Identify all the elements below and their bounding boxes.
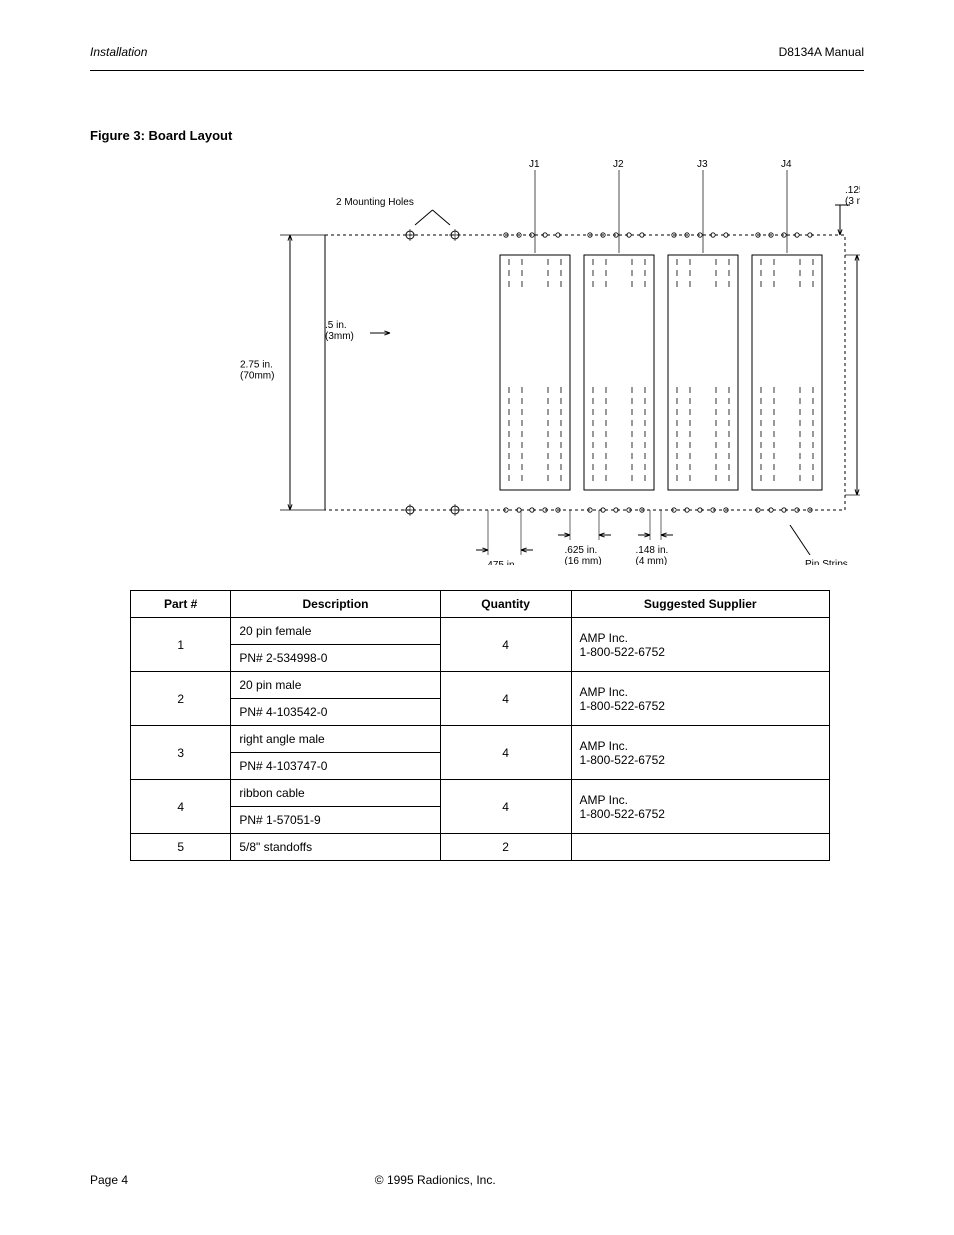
- svg-text:(4 mm): (4 mm): [636, 556, 668, 565]
- footer: Page 4 © 1995 Radionics, Inc.: [90, 1173, 496, 1187]
- header-right: D8134A Manual: [779, 45, 864, 59]
- cell-desc: PN# 2-534998-0: [231, 645, 440, 672]
- svg-text:J3: J3: [697, 159, 708, 170]
- cell-sup: AMP Inc. 1-800-522-6752: [571, 618, 829, 672]
- table-row: 55/8" standoffs2: [131, 834, 830, 861]
- svg-text:(70mm): (70mm): [240, 371, 274, 382]
- col-part: Part #: [131, 591, 231, 618]
- svg-text:.475 in.: .475 in.: [485, 560, 518, 565]
- table-row: 120 pin female4AMP Inc. 1-800-522-6752: [131, 618, 830, 645]
- cell-sup: AMP Inc. 1-800-522-6752: [571, 726, 829, 780]
- svg-text:.125 in.: .125 in.: [845, 185, 860, 196]
- table-row: 220 pin male4AMP Inc. 1-800-522-6752: [131, 672, 830, 699]
- cell-qty: 4: [440, 726, 571, 780]
- svg-text:J4: J4: [781, 159, 792, 170]
- svg-text:J2: J2: [613, 159, 624, 170]
- figure-title: Figure 3: Board Layout: [90, 128, 232, 143]
- svg-text:2 Mounting Holes: 2 Mounting Holes: [336, 197, 414, 208]
- svg-text:J1: J1: [529, 159, 540, 170]
- page-number: Page 4: [90, 1173, 128, 1187]
- table-header-row: Part # Description Quantity Suggested Su…: [131, 591, 830, 618]
- svg-text:Pin Strips: Pin Strips: [805, 559, 848, 565]
- cell-desc: 5/8" standoffs: [231, 834, 440, 861]
- svg-text:(16 mm): (16 mm): [565, 556, 602, 565]
- cell-qty: 2: [440, 834, 571, 861]
- table-row: 4ribbon cable4AMP Inc. 1-800-522-6752: [131, 780, 830, 807]
- header-rule: [90, 70, 864, 71]
- cell-sup: AMP Inc. 1-800-522-6752: [571, 780, 829, 834]
- svg-text:2.75 in.: 2.75 in.: [240, 360, 273, 371]
- cell-sup: [571, 834, 829, 861]
- cell-sup: AMP Inc. 1-800-522-6752: [571, 672, 829, 726]
- cell-qty: 4: [440, 618, 571, 672]
- cell-qty: 4: [440, 672, 571, 726]
- board-diagram: 2.75 in.(70mm) .5 in.(3mm) .125 in.(3 mm) J…: [90, 155, 860, 565]
- cell-desc: 20 pin female: [231, 618, 440, 645]
- svg-text:(3mm): (3mm): [325, 331, 354, 342]
- parts-table: Part # Description Quantity Suggested Su…: [130, 590, 830, 861]
- cell-part: 5: [131, 834, 231, 861]
- copyright: © 1995 Radionics, Inc.: [375, 1173, 496, 1187]
- cell-desc: PN# 4-103747-0: [231, 753, 440, 780]
- cell-desc: PN# 1-57051-9: [231, 807, 440, 834]
- svg-text:(3 mm): (3 mm): [845, 196, 860, 207]
- cell-desc: ribbon cable: [231, 780, 440, 807]
- cell-qty: 4: [440, 780, 571, 834]
- cell-desc: 20 pin male: [231, 672, 440, 699]
- col-desc: Description: [231, 591, 440, 618]
- col-qty: Quantity: [440, 591, 571, 618]
- page-root: Installation D8134A Manual Figure 3: Boa…: [0, 0, 954, 1235]
- svg-text:.625 in.: .625 in.: [565, 545, 598, 556]
- svg-text:.5 in.: .5 in.: [325, 320, 347, 331]
- header-left: Installation: [90, 45, 147, 59]
- cell-desc: right angle male: [231, 726, 440, 753]
- page-header: Installation D8134A Manual: [90, 45, 864, 59]
- cell-part: 2: [131, 672, 231, 726]
- table-row: 3right angle male4AMP Inc. 1-800-522-675…: [131, 726, 830, 753]
- cell-part: 4: [131, 780, 231, 834]
- cell-part: 1: [131, 618, 231, 672]
- svg-text:.148 in.: .148 in.: [636, 545, 669, 556]
- cell-part: 3: [131, 726, 231, 780]
- table-body: 120 pin female4AMP Inc. 1-800-522-6752PN…: [131, 618, 830, 861]
- col-sup: Suggested Supplier: [571, 591, 829, 618]
- cell-desc: PN# 4-103542-0: [231, 699, 440, 726]
